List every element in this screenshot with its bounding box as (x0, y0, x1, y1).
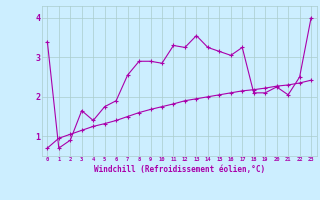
X-axis label: Windchill (Refroidissement éolien,°C): Windchill (Refroidissement éolien,°C) (94, 165, 265, 174)
